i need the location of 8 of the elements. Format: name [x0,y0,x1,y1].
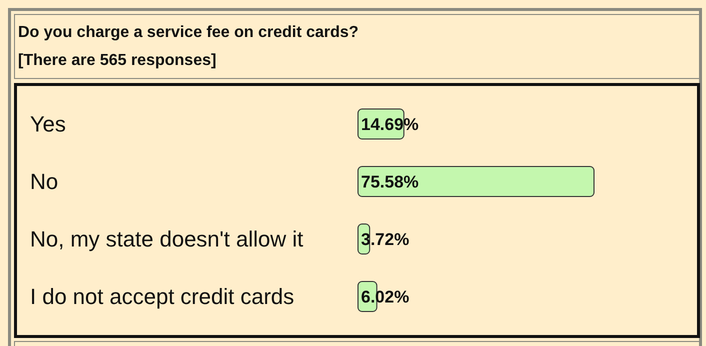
data-label: 75.58% [361,172,419,192]
y-tick-label: No [30,169,58,194]
text: Do you charge a service fee on credit cards? [18,23,360,43]
y-tick-label: Yes [30,112,66,137]
y-tick-label: No, my state doesn't allow it [30,226,304,252]
bar [358,166,594,197]
text: [There are 565 responses] [18,51,218,71]
y-tick-label: I do not accept credit cards [30,284,294,310]
